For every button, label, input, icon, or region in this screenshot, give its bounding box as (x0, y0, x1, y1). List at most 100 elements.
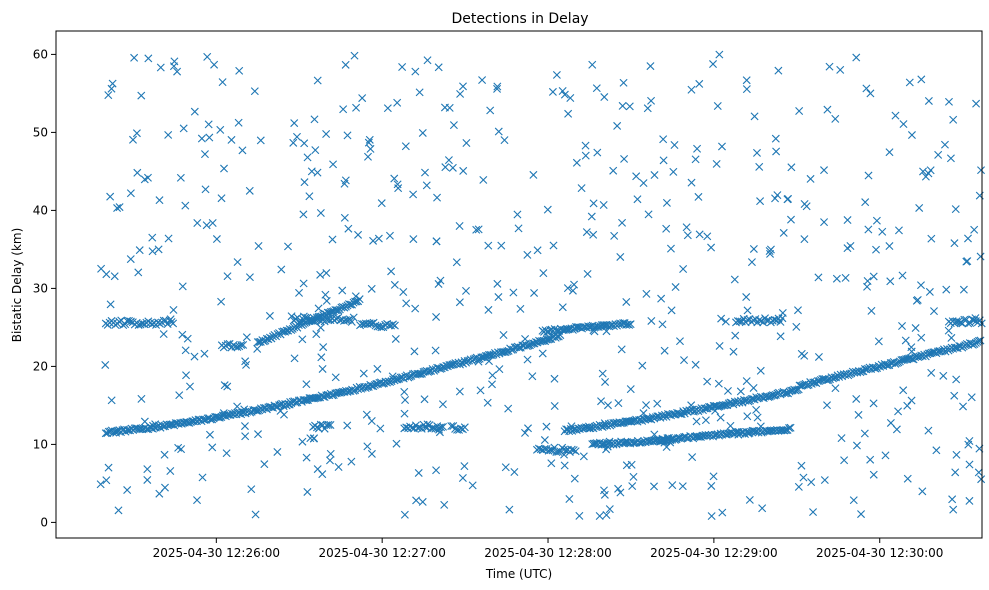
data-point (387, 267, 396, 276)
data-point (947, 333, 956, 342)
data-point (433, 193, 442, 202)
data-point (434, 63, 443, 72)
data-point (632, 172, 641, 181)
data-point (300, 139, 309, 148)
data-point (616, 252, 625, 261)
data-point (864, 225, 873, 234)
data-point (605, 505, 614, 514)
data-point (927, 368, 936, 377)
data-point (807, 478, 816, 487)
data-point (854, 410, 863, 419)
data-point (560, 461, 569, 470)
data-point (550, 402, 559, 410)
data-point (712, 159, 721, 168)
data-point (223, 272, 232, 281)
data-point (326, 420, 335, 429)
data-point (322, 391, 331, 400)
data-point (715, 50, 724, 59)
data-point (144, 54, 153, 63)
data-point (341, 60, 350, 69)
data-point (530, 288, 539, 297)
data-point (650, 482, 659, 491)
data-point (313, 76, 322, 85)
data-point (653, 399, 662, 408)
data-point (140, 417, 149, 426)
data-point (752, 148, 761, 157)
data-point (300, 178, 309, 187)
data-point (174, 443, 183, 452)
y-tick-label: 20 (33, 359, 48, 373)
data-point (540, 436, 549, 445)
data-point (609, 166, 618, 175)
data-point (709, 60, 718, 69)
data-point (516, 304, 525, 313)
data-point (159, 330, 168, 339)
data-point (527, 340, 536, 349)
data-point (484, 305, 493, 314)
data-point (411, 67, 420, 76)
data-point (364, 138, 373, 147)
data-point (797, 349, 806, 358)
data-point (695, 230, 704, 239)
data-point (644, 210, 653, 219)
data-point (164, 130, 173, 139)
data-point (781, 389, 790, 398)
data-point (687, 85, 696, 94)
data-point (971, 314, 980, 323)
data-point (175, 391, 184, 400)
data-point (447, 422, 456, 431)
data-point (201, 185, 210, 194)
data-point (977, 475, 986, 484)
data-point (325, 456, 334, 465)
data-point (256, 136, 265, 145)
data-point (245, 186, 254, 195)
data-point (552, 70, 561, 79)
data-point (538, 337, 547, 345)
x-axis: 2025-04-30 12:26:00 2025-04-30 12:27:00 20… (153, 538, 943, 560)
data-point (501, 463, 510, 472)
data-point (626, 385, 635, 394)
data-point (217, 297, 226, 306)
data-point (245, 273, 254, 282)
data-point (307, 167, 316, 176)
data-point (97, 264, 106, 273)
data-point (726, 421, 735, 430)
data-point (409, 190, 418, 199)
data-point (422, 181, 431, 190)
data-point (250, 87, 259, 96)
data-point (747, 394, 756, 403)
data-point (316, 323, 325, 332)
data-point (950, 239, 959, 248)
data-point (329, 160, 338, 169)
plot-frame (55, 30, 983, 539)
data-point (104, 463, 113, 472)
data-point (568, 286, 577, 295)
data-point (324, 420, 333, 429)
data-point (901, 336, 910, 345)
data-point (388, 320, 397, 329)
data-point (254, 430, 263, 439)
data-point (438, 400, 447, 409)
data-point (954, 317, 963, 326)
data-point (197, 134, 206, 143)
data-point (627, 460, 636, 469)
data-point (237, 340, 246, 349)
data-point (614, 484, 623, 493)
data-point (814, 352, 823, 361)
data-point (866, 455, 875, 464)
data-point (459, 82, 467, 91)
data-point (390, 174, 399, 183)
data-point (328, 235, 337, 244)
data-point (625, 320, 634, 329)
data-point (963, 234, 972, 243)
data-point (965, 460, 974, 469)
data-point (149, 421, 158, 430)
data-point (643, 104, 652, 113)
data-point (820, 476, 829, 485)
data-point (204, 120, 213, 129)
data-point (857, 510, 866, 519)
data-point (647, 96, 656, 105)
data-point (302, 380, 311, 389)
data-point (891, 111, 900, 120)
data-point (570, 324, 579, 333)
